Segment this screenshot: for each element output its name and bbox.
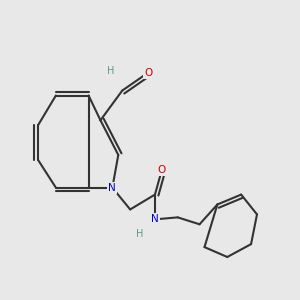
Text: N: N (109, 183, 116, 193)
Text: O: O (144, 68, 152, 78)
Text: N: N (151, 214, 159, 224)
Text: H: H (107, 66, 114, 76)
Text: H: H (136, 229, 144, 239)
Text: O: O (158, 165, 166, 175)
